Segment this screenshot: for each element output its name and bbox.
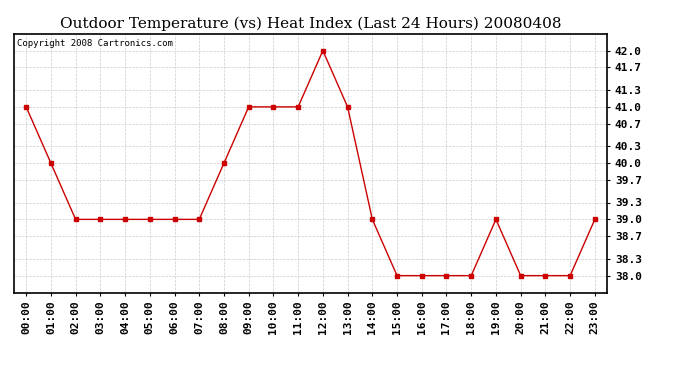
Text: Copyright 2008 Cartronics.com: Copyright 2008 Cartronics.com [17, 39, 172, 48]
Title: Outdoor Temperature (vs) Heat Index (Last 24 Hours) 20080408: Outdoor Temperature (vs) Heat Index (Las… [60, 17, 561, 31]
